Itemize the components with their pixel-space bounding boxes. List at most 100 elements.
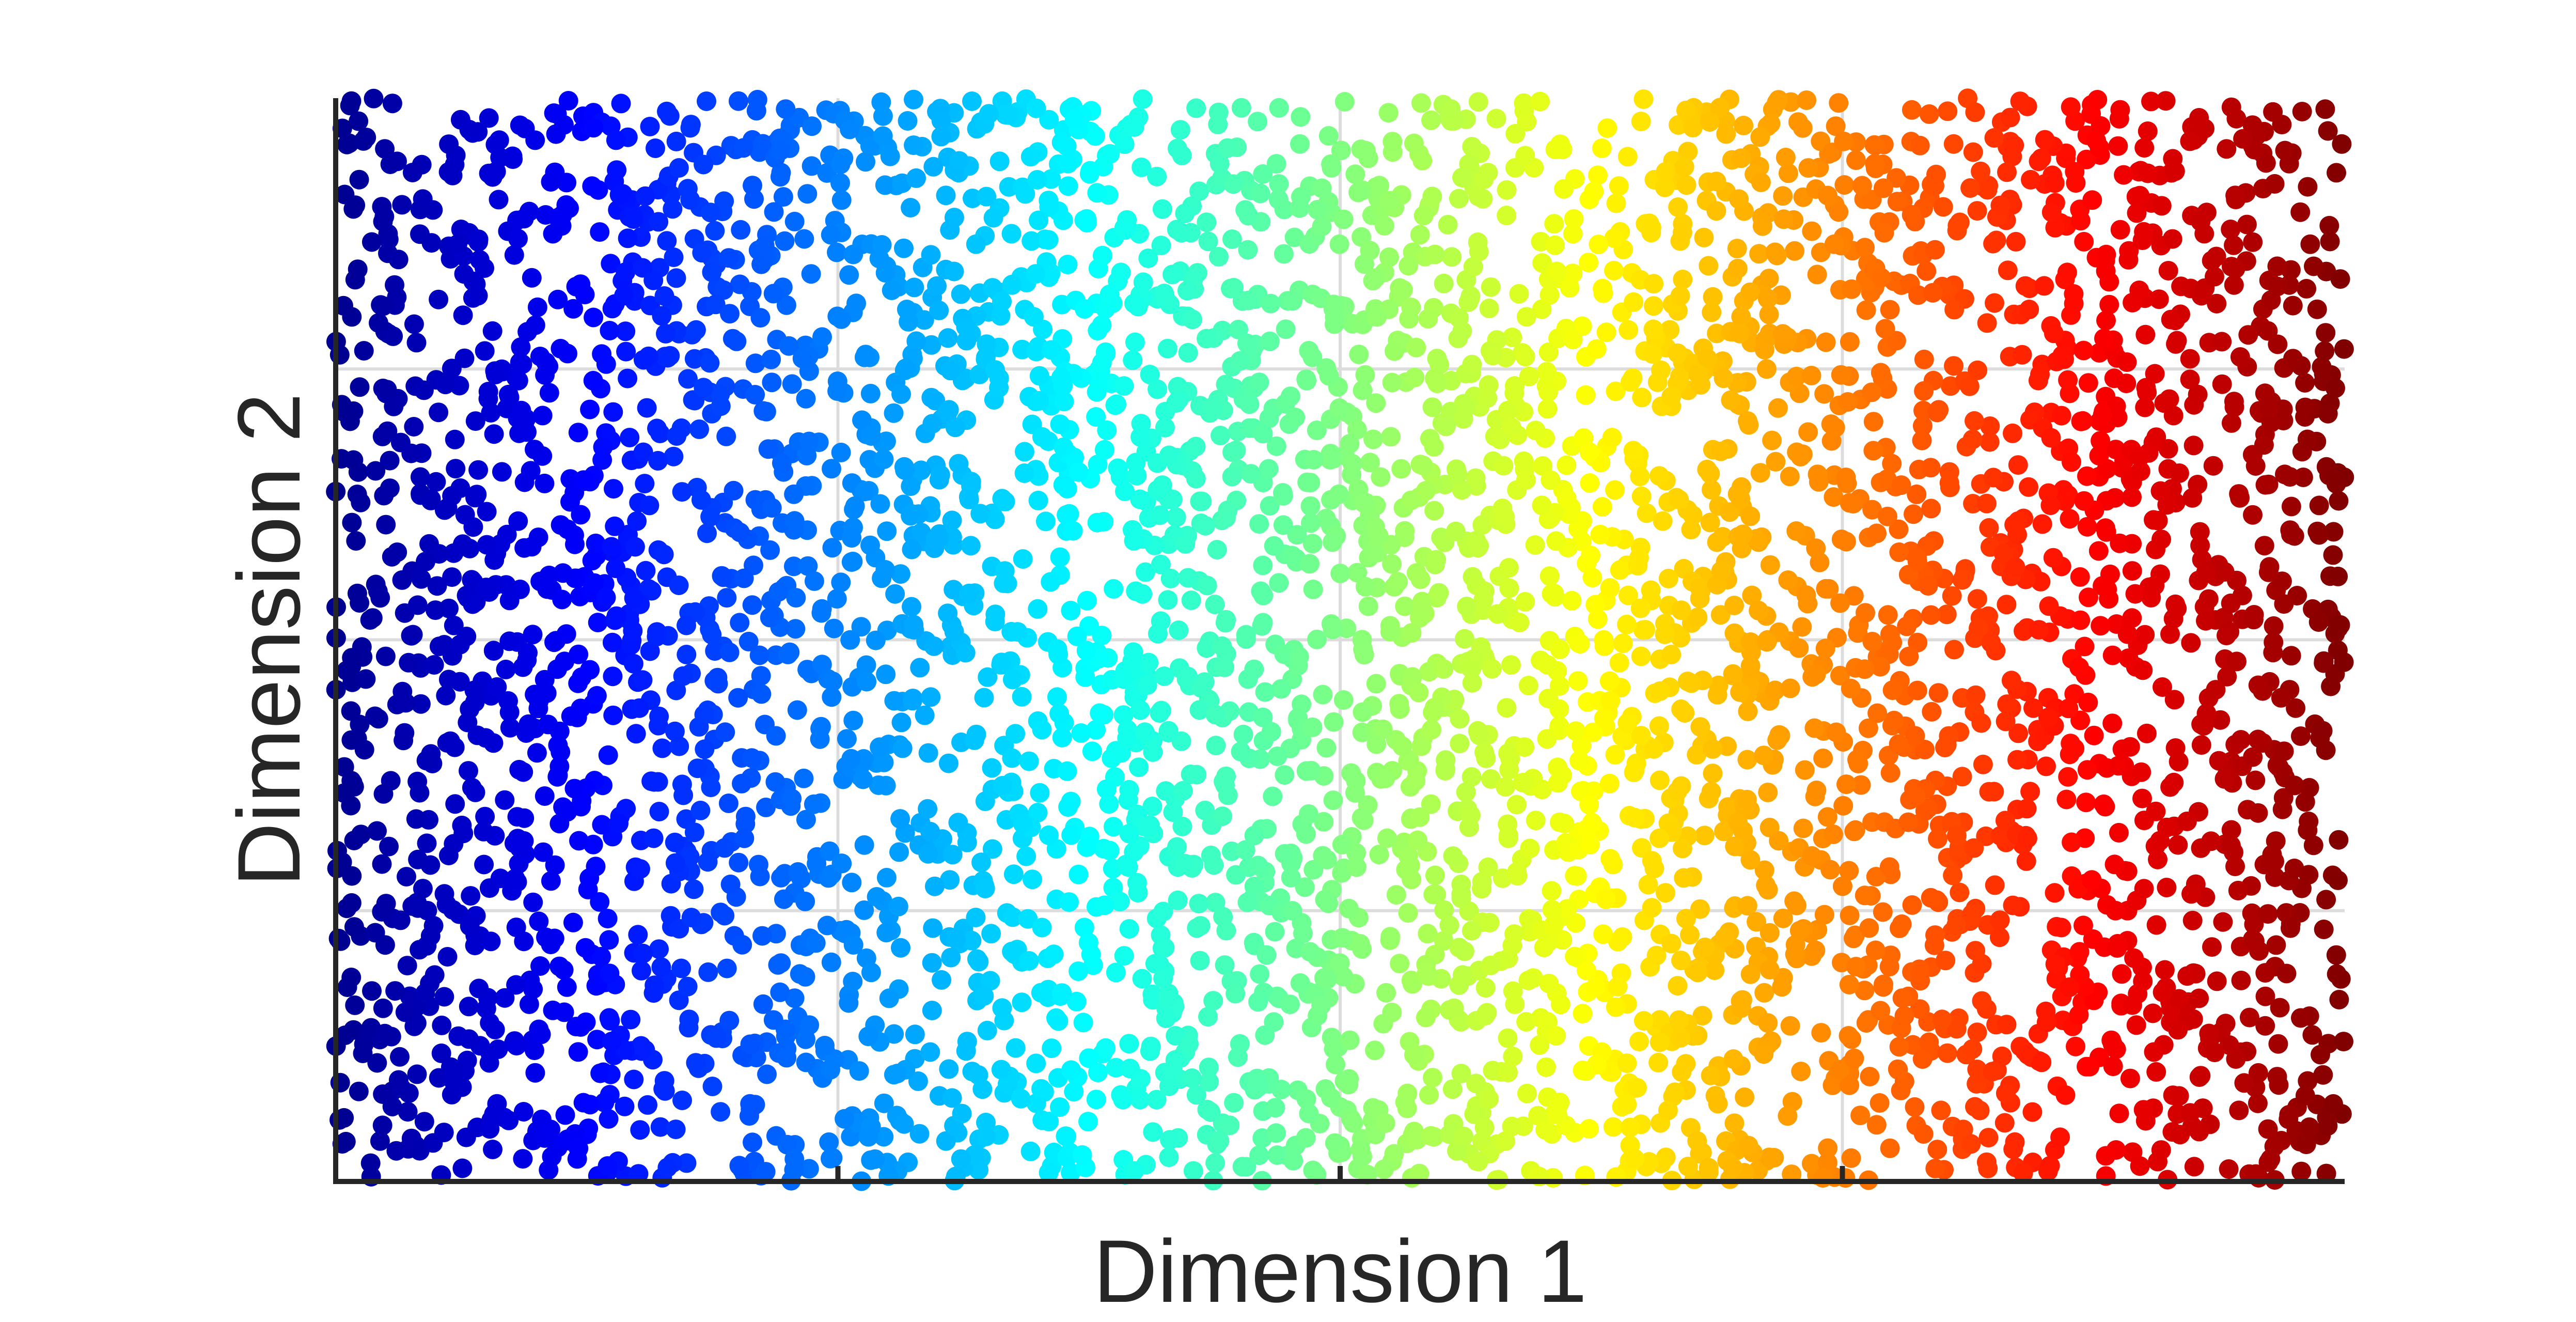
scatter-point — [815, 1036, 835, 1055]
scatter-point — [2334, 339, 2354, 359]
scatter-point — [1728, 812, 1748, 832]
scatter-point — [936, 1131, 956, 1151]
scatter-point — [1590, 524, 1610, 545]
scatter-point — [2225, 259, 2245, 279]
scatter-point — [1130, 489, 1150, 509]
scatter-point — [1424, 437, 1444, 457]
scatter-point — [1041, 340, 1061, 360]
scatter-point — [730, 274, 750, 294]
scatter-point — [436, 686, 456, 706]
scatter-point — [1773, 324, 1793, 344]
scatter-point — [1446, 521, 1466, 541]
scatter-point — [1468, 1152, 1488, 1172]
scatter-point — [1138, 248, 1158, 268]
scatter-point — [2320, 231, 2340, 252]
scatter-point — [673, 666, 693, 686]
scatter-point — [1156, 781, 1176, 801]
scatter-point — [1824, 234, 1844, 254]
scatter-point — [889, 842, 909, 862]
scatter-point — [1844, 1048, 1864, 1068]
scatter-point — [519, 201, 539, 222]
scatter-point — [656, 323, 676, 344]
scatter-point — [1057, 136, 1077, 156]
scatter-point — [1867, 523, 1887, 543]
scatter-point — [2198, 589, 2219, 609]
scatter-point — [479, 108, 499, 128]
scatter-point — [890, 564, 910, 584]
scatter-point — [1244, 876, 1264, 896]
scatter-point — [2281, 646, 2301, 666]
scatter-point — [373, 998, 393, 1018]
scatter-point — [795, 891, 815, 911]
scatter-point — [762, 498, 782, 518]
scatter-point — [555, 651, 575, 672]
scatter-point — [628, 925, 648, 945]
scatter-point — [1691, 581, 1711, 601]
scatter-point — [1443, 846, 1463, 866]
scatter-point — [1099, 284, 1120, 304]
scatter-point — [616, 341, 636, 362]
scatter-point — [904, 89, 923, 110]
scatter-point — [1610, 560, 1630, 580]
scatter-point — [1071, 723, 1091, 743]
scatter-point — [598, 745, 618, 765]
scatter-point — [1462, 921, 1482, 941]
scatter-point — [732, 773, 751, 794]
scatter-point — [734, 828, 755, 848]
scatter-point — [586, 857, 606, 877]
scatter-point — [580, 1095, 600, 1115]
scatter-point — [1183, 1161, 1203, 1181]
scatter-point — [2114, 165, 2134, 185]
scatter-point — [390, 1047, 410, 1067]
scatter-point — [416, 751, 436, 771]
scatter-point — [2059, 698, 2079, 719]
scatter-point — [1701, 479, 1721, 500]
scatter-point — [1287, 525, 1307, 545]
scatter-point — [690, 800, 711, 820]
scatter-point — [1434, 273, 1454, 293]
scatter-point — [475, 341, 495, 361]
scatter-point — [1418, 924, 1438, 944]
scatter-point — [1002, 941, 1022, 961]
scatter-point — [2201, 831, 2221, 851]
scatter-point — [1731, 148, 1751, 168]
scatter-point — [1601, 1062, 1622, 1082]
scatter-point — [1047, 687, 1067, 707]
scatter-point — [478, 388, 498, 409]
scatter-point — [854, 900, 874, 920]
scatter-point — [2120, 1068, 2140, 1088]
scatter-point — [1863, 412, 1883, 432]
scatter-point — [1921, 605, 1941, 625]
scatter-point — [1619, 320, 1639, 340]
scatter-point — [1650, 828, 1670, 848]
scatter-point — [891, 384, 911, 404]
scatter-point — [407, 595, 428, 615]
scatter-point — [2196, 611, 2216, 631]
scatter-point — [1152, 199, 1172, 219]
scatter-point — [1425, 865, 1445, 885]
scatter-point — [522, 537, 542, 557]
scatter-point — [392, 570, 412, 590]
scatter-point — [2077, 466, 2097, 486]
scatter-point — [1678, 1157, 1698, 1176]
scatter-point — [438, 846, 459, 865]
scatter-point — [354, 341, 374, 361]
scatter-point — [842, 873, 862, 893]
scatter-point — [1510, 613, 1530, 632]
scatter-point — [739, 631, 759, 651]
scatter-point — [1723, 664, 1743, 684]
scatter-point — [1918, 576, 1938, 596]
scatter-point — [1087, 382, 1107, 402]
scatter-point — [1274, 644, 1294, 664]
scatter-point — [985, 604, 1006, 625]
scatter-point — [1285, 408, 1306, 427]
scatter-point — [1700, 463, 1720, 484]
scatter-point — [1317, 850, 1337, 869]
scatter-point — [600, 963, 620, 984]
scatter-point — [2328, 870, 2348, 890]
scatter-point — [2106, 1039, 2126, 1059]
scatter-point — [625, 537, 645, 557]
scatter-point — [1213, 907, 1233, 927]
scatter-point — [1802, 946, 1821, 966]
scatter-point — [1155, 938, 1175, 958]
